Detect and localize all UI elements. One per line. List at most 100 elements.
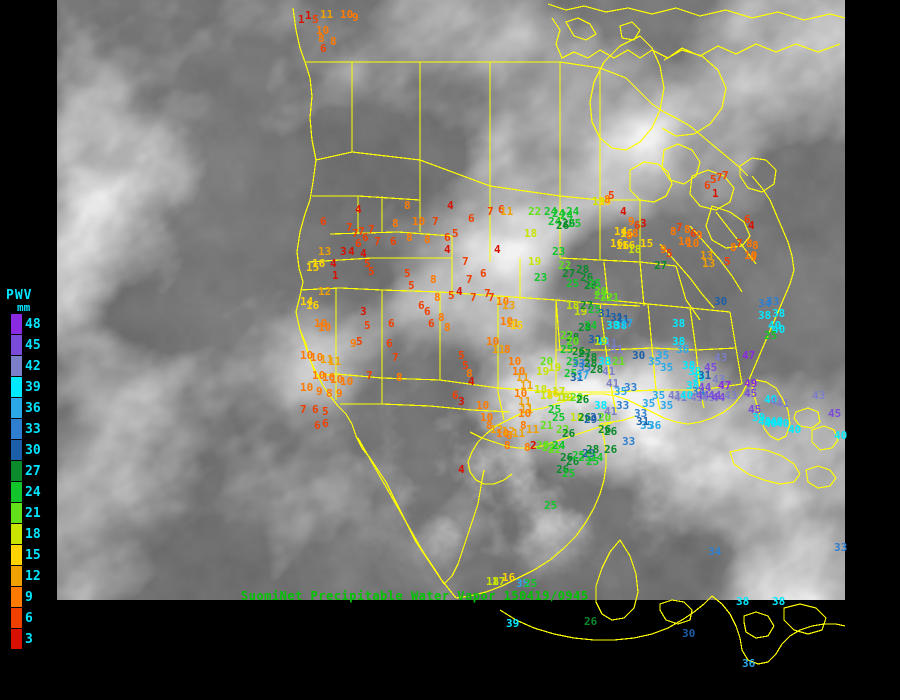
station-pwv-value: 25 — [564, 367, 578, 380]
station-pwv-value: 18 — [524, 227, 538, 240]
station-pwv-value: 41 — [604, 337, 618, 350]
station-pwv-value: 26 — [584, 615, 598, 628]
station-pwv-value: 6 — [424, 305, 431, 318]
border-path — [607, 299, 731, 313]
station-pwv-value: 6 — [690, 227, 697, 240]
border-path — [619, 21, 641, 41]
station-pwv-value: 40 — [764, 417, 778, 430]
station-pwv-value: 10 — [518, 407, 532, 420]
station-pwv-value: 7 — [736, 237, 743, 250]
legend-swatch — [11, 482, 22, 502]
legend-tick-label: 33 — [25, 422, 41, 437]
station-pwv-value: 31 — [590, 411, 604, 424]
station-pwv-value: 35 — [614, 385, 628, 398]
station-pwv-value: 17 — [492, 575, 506, 588]
pwv-colorbar-legend: PWV mm 48 45 42 39 36 33 30 27 24 21 18 15 12 9 6 3 — [0, 288, 57, 650]
station-pwv-value: 10 — [476, 399, 490, 412]
border-path — [699, 389, 705, 409]
station-pwv-value: 29 — [582, 447, 596, 460]
station-pwv-value: 6 — [386, 337, 393, 350]
station-pwv-value: 8 — [406, 231, 413, 244]
station-pwv-value: 3 — [640, 217, 647, 230]
station-pwv-value: 5 — [448, 289, 455, 302]
station-pwv-value: 27 — [580, 299, 594, 312]
station-pwv-value: 8 — [746, 237, 753, 250]
station-pwv-value: 13 — [502, 299, 516, 312]
border-path — [547, 3, 846, 21]
station-pwv-value: 7 — [484, 287, 491, 300]
station-pwv-value: 9 — [316, 385, 323, 398]
border-path — [715, 211, 757, 265]
station-pwv-value: 13 — [700, 249, 714, 262]
station-pwv-value: 8 — [330, 35, 337, 48]
station-pwv-value: 11 — [506, 317, 520, 330]
station-pwv-value: 10 — [322, 371, 336, 384]
station-pwv-value: 47 — [742, 349, 756, 362]
station-pwv-value: 7 — [366, 369, 373, 382]
station-pwv-value: 25 — [588, 277, 602, 290]
station-pwv-value: 10 — [412, 215, 426, 228]
station-pwv-value: 40 — [772, 323, 786, 336]
station-pwv-value: 8 — [670, 225, 677, 238]
border-path — [315, 373, 557, 393]
border-path — [565, 17, 597, 41]
station-pwv-value: 28 — [578, 321, 592, 334]
station-pwv-value: 40 — [680, 389, 694, 402]
station-pwv-value: 7 — [716, 171, 723, 184]
product-caption: SuomiNet Precipitable Water Vapor 150419… — [241, 589, 589, 603]
station-pwv-value: 6 — [452, 389, 459, 402]
station-pwv-value: 5 — [608, 189, 615, 202]
station-pwv-value: 20 — [570, 391, 584, 404]
station-pwv-value: 1 — [305, 9, 312, 22]
station-pwv-value: 22 — [528, 205, 542, 218]
station-pwv-value: 25 — [524, 577, 538, 590]
station-pwv-value: 10 — [508, 355, 522, 368]
station-pwv-value: 8 — [524, 441, 531, 454]
station-pwv-value: 25 — [552, 411, 566, 424]
station-pwv-value: 35 — [648, 355, 662, 368]
station-pwv-value: 25 — [578, 451, 592, 464]
station-pwv-value: 3 — [340, 245, 347, 258]
station-pwv-value: 41 — [604, 405, 618, 418]
station-pwv-value: 45 — [744, 387, 758, 400]
legend-swatch — [11, 608, 22, 628]
station-pwv-value: 8 — [466, 367, 473, 380]
border-path — [661, 49, 727, 137]
station-pwv-value: 25 — [764, 329, 778, 342]
station-pwv-value: 19 — [528, 255, 542, 268]
station-pwv-value: 47 — [718, 379, 732, 392]
border-path — [499, 595, 713, 641]
station-pwv-value: 10 — [312, 369, 326, 382]
station-pwv-value: 43 — [690, 391, 704, 404]
station-pwv-value: 38 — [614, 319, 628, 332]
station-pwv-value: 29 — [584, 413, 598, 426]
border-path — [340, 403, 511, 413]
station-pwv-value: 8 — [752, 239, 759, 252]
border-path — [595, 538, 639, 621]
station-pwv-value: 7 — [368, 223, 375, 236]
station-pwv-value: 39 — [506, 617, 520, 630]
station-pwv-value: 8 — [506, 429, 513, 442]
border-path — [556, 347, 737, 351]
station-pwv-value: 33 — [622, 435, 636, 448]
station-pwv-value: 25 — [568, 217, 582, 230]
station-pwv-value: 35 — [640, 419, 654, 432]
station-pwv-value: 43 — [712, 373, 726, 386]
legend-tick-label: 9 — [25, 590, 33, 605]
station-pwv-value: 35 — [656, 349, 670, 362]
station-pwv-value: 33 — [634, 407, 648, 420]
station-pwv-value: 4 — [494, 243, 501, 256]
border-path — [455, 423, 607, 599]
legend-swatch — [11, 524, 22, 544]
station-pwv-value: 34 — [708, 545, 722, 558]
station-pwv-value: 13 — [318, 245, 332, 258]
station-pwv-value: 25 — [566, 277, 580, 290]
border-path — [655, 389, 661, 411]
station-pwv-value: 28 — [586, 443, 600, 456]
station-pwv-value: 5 — [356, 335, 363, 348]
border-path — [743, 611, 775, 639]
station-pwv-value: 38 — [736, 595, 750, 608]
legend-tick-label: 30 — [25, 443, 41, 458]
border-path — [603, 261, 609, 301]
